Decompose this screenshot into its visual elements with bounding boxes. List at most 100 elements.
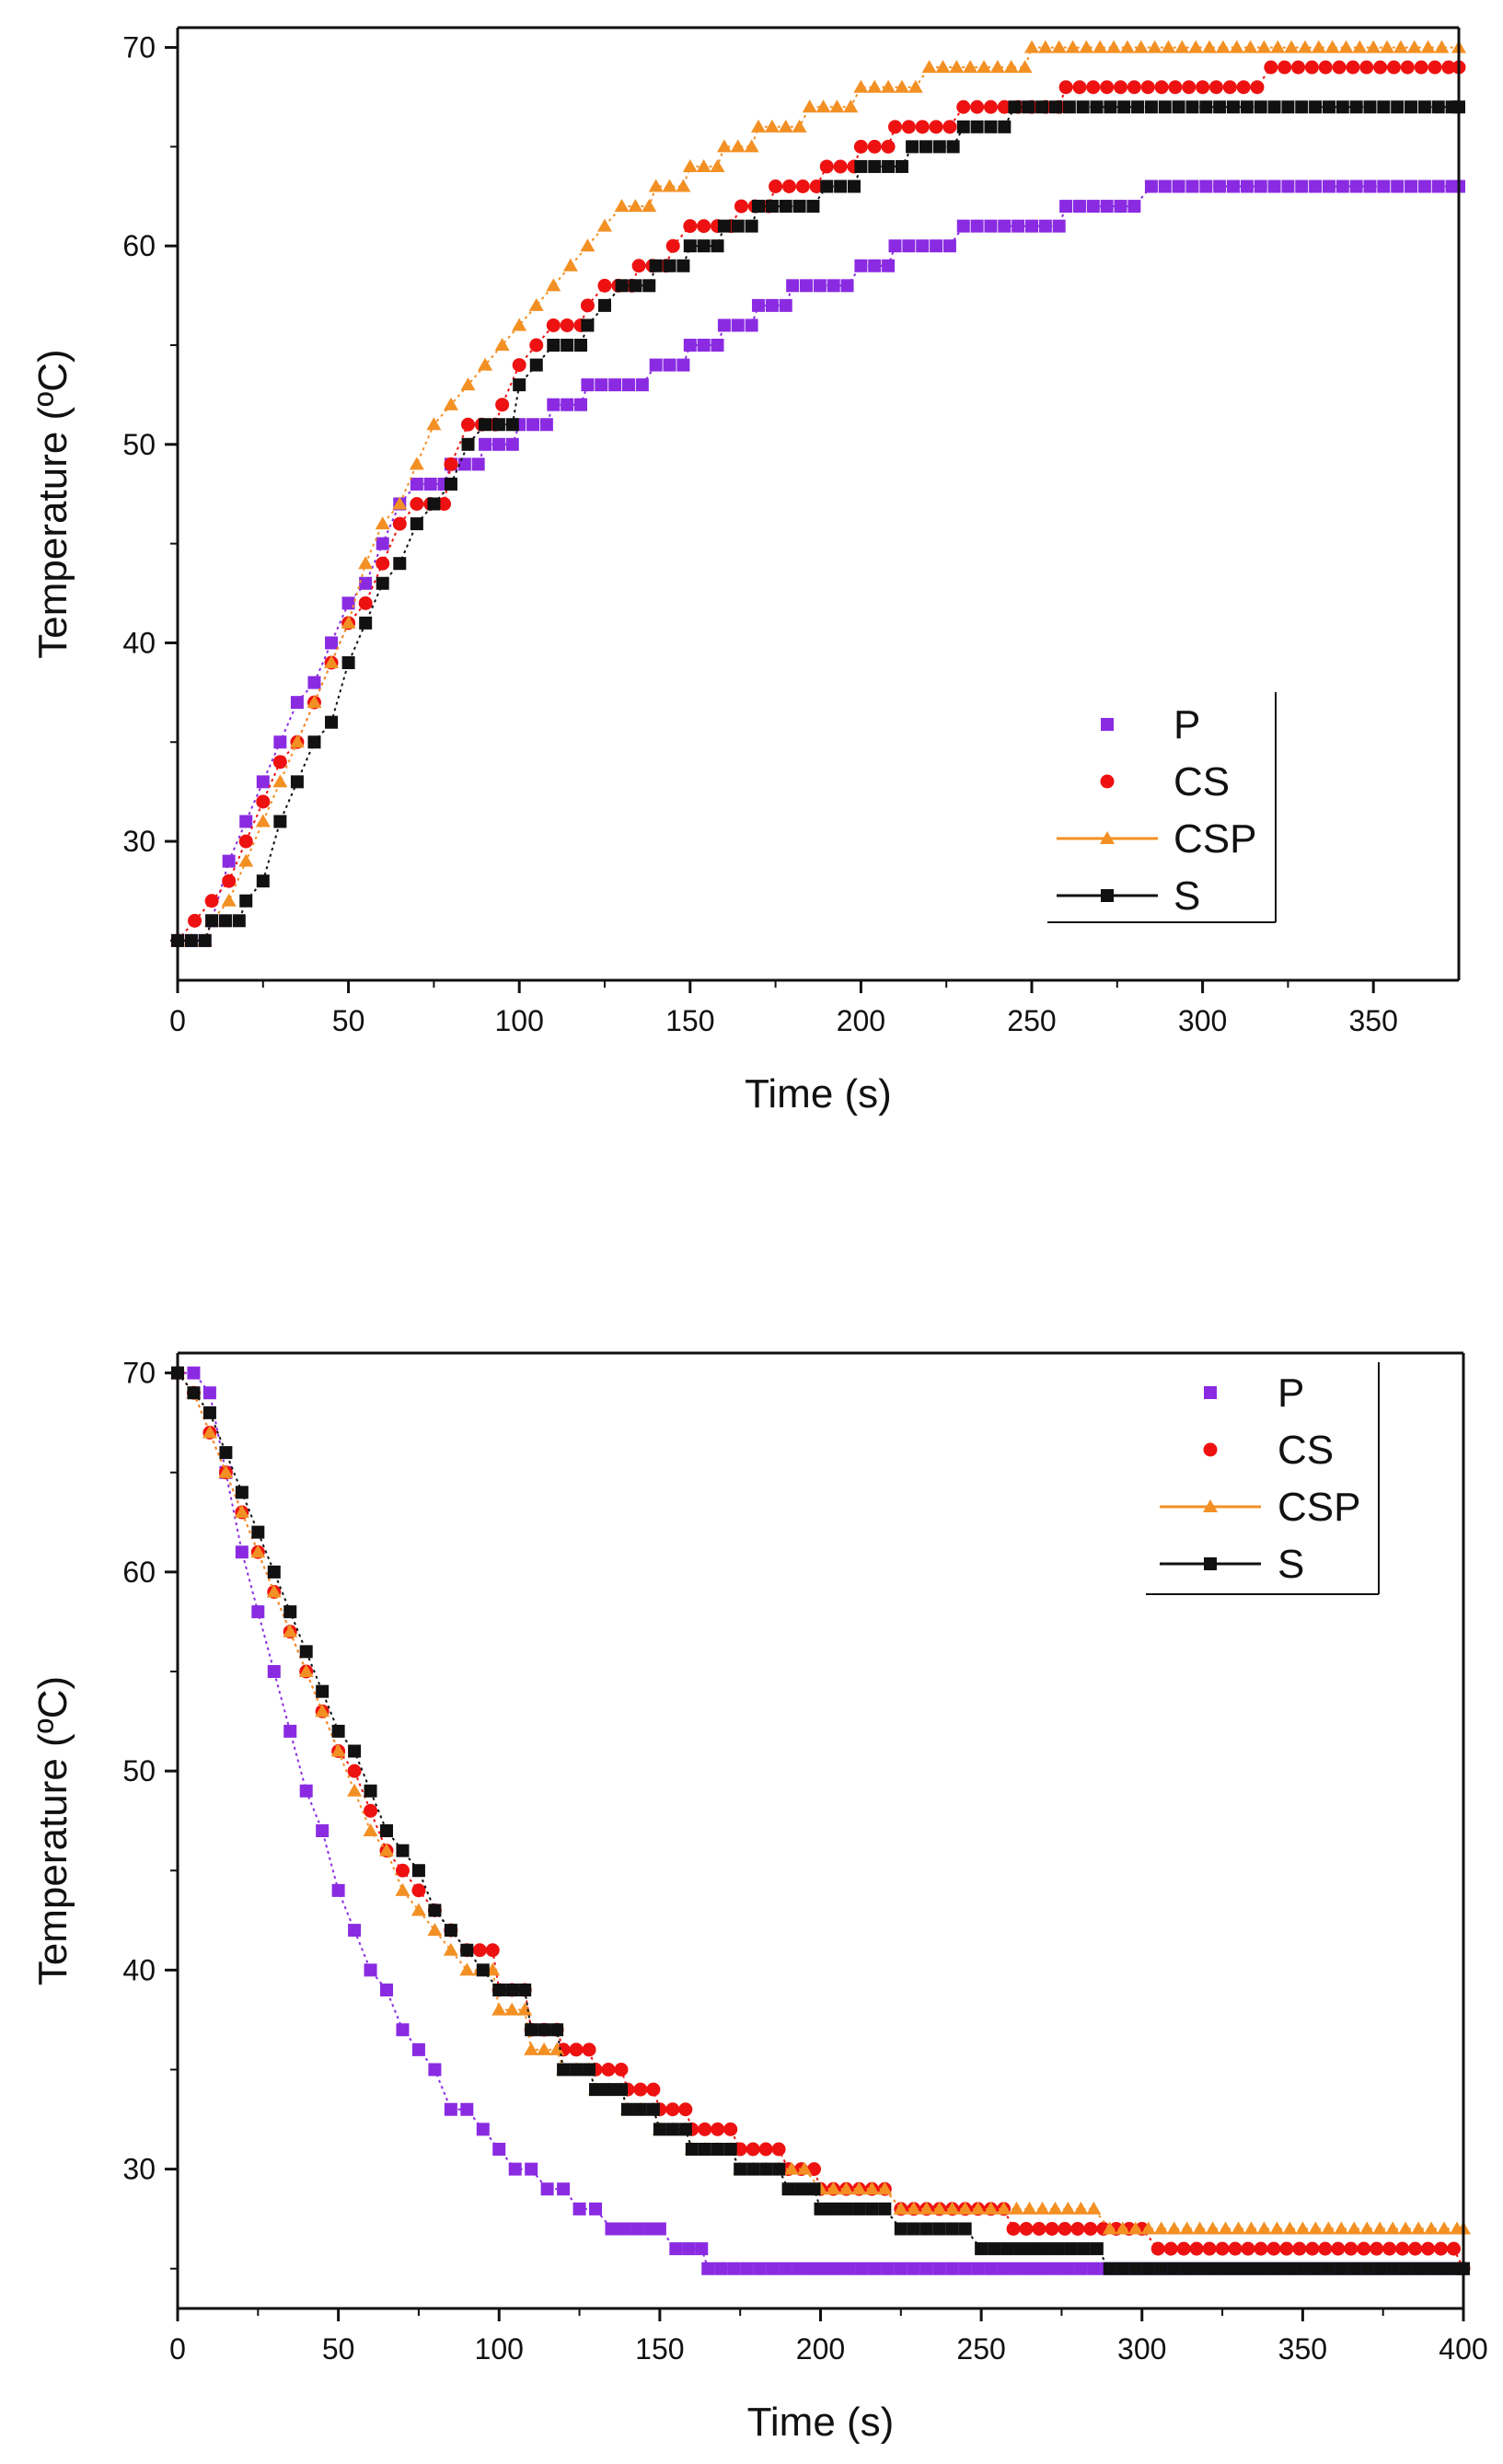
data-point xyxy=(283,1624,298,1637)
data-point xyxy=(717,219,731,233)
data-point xyxy=(512,358,526,373)
data-point xyxy=(1086,200,1100,214)
y-tick-label: 70 xyxy=(122,1357,156,1390)
data-point xyxy=(605,2222,619,2236)
series-s xyxy=(171,100,1465,947)
data-point xyxy=(945,2262,959,2275)
y-tick-label: 30 xyxy=(122,825,156,858)
data-point xyxy=(315,1704,330,1718)
data-point xyxy=(826,2181,841,2195)
data-point xyxy=(1428,60,1442,75)
data-point xyxy=(1072,200,1086,214)
data-point xyxy=(1127,80,1141,95)
data-point xyxy=(929,120,943,134)
data-point xyxy=(1349,179,1363,193)
data-point xyxy=(1090,2242,1104,2256)
data-point xyxy=(1172,179,1185,193)
data-point xyxy=(218,1464,234,1478)
data-point xyxy=(839,2202,853,2215)
data-point xyxy=(550,2023,564,2037)
data-point xyxy=(187,1386,201,1400)
data-point xyxy=(1058,2222,1072,2236)
legend-item-csp: CSP xyxy=(1160,1485,1360,1530)
data-point xyxy=(364,1963,377,1977)
data-point xyxy=(428,1903,442,1917)
data-point xyxy=(1116,2262,1129,2275)
data-point xyxy=(380,1984,394,1996)
data-point xyxy=(1205,2221,1220,2235)
data-point xyxy=(461,417,476,432)
data-point xyxy=(444,477,457,491)
data-point xyxy=(1086,2201,1102,2215)
data-point xyxy=(1026,2242,1040,2256)
data-point xyxy=(683,219,698,234)
data-point xyxy=(855,2262,869,2275)
data-point xyxy=(1398,2221,1414,2235)
data-point xyxy=(457,457,471,471)
data-point xyxy=(479,437,492,451)
data-point xyxy=(935,60,951,74)
data-point xyxy=(375,516,390,530)
data-point xyxy=(983,99,998,114)
data-point xyxy=(1065,40,1081,53)
data-point xyxy=(1144,179,1158,193)
x-tick-label: 300 xyxy=(1117,2332,1166,2366)
data-point xyxy=(764,119,780,133)
data-point xyxy=(877,2181,893,2195)
data-point xyxy=(221,893,237,907)
data-point xyxy=(290,775,304,789)
data-point xyxy=(1062,100,1076,114)
data-point xyxy=(1206,2262,1220,2275)
data-point xyxy=(615,279,629,293)
data-point xyxy=(792,2262,805,2275)
data-point xyxy=(1434,2241,1449,2256)
data-point xyxy=(1158,100,1172,114)
data-point xyxy=(1244,2262,1258,2275)
data-point xyxy=(1061,2262,1075,2275)
data-point xyxy=(1425,2262,1439,2275)
data-point xyxy=(411,2042,425,2056)
data-point xyxy=(1079,40,1094,53)
data-point xyxy=(894,79,909,93)
data-point xyxy=(1064,2242,1078,2256)
data-point xyxy=(1304,60,1319,75)
data-point xyxy=(1346,60,1360,75)
data-point xyxy=(471,457,485,471)
data-point xyxy=(1076,100,1090,114)
data-point xyxy=(1243,40,1258,53)
data-point xyxy=(546,318,561,332)
data-point xyxy=(574,398,588,411)
y-tick-label: 50 xyxy=(122,1754,156,1787)
data-point xyxy=(184,933,198,947)
data-point xyxy=(779,298,792,312)
data-point xyxy=(202,1406,216,1419)
data-point xyxy=(1405,100,1418,114)
data-point xyxy=(1434,40,1450,53)
data-point xyxy=(711,339,724,352)
data-point xyxy=(347,1764,362,1778)
data-point xyxy=(580,298,595,313)
x-tick-label: 200 xyxy=(837,1004,885,1037)
data-point xyxy=(971,2262,985,2275)
data-point xyxy=(395,1882,410,1896)
data-point xyxy=(572,2202,586,2215)
x-axis-title: Time (s) xyxy=(747,2400,895,2445)
data-point xyxy=(1013,2242,1027,2256)
data-point xyxy=(646,2082,661,2097)
legend-label: P xyxy=(1173,702,1200,747)
data-point xyxy=(956,219,970,233)
data-point xyxy=(716,139,732,153)
data-point xyxy=(1037,40,1053,53)
data-point xyxy=(1411,2221,1427,2235)
legend-marker xyxy=(1101,889,1114,902)
data-point xyxy=(1008,100,1022,114)
data-point xyxy=(581,318,595,332)
legend-marker xyxy=(1203,1499,1218,1512)
data-point xyxy=(256,874,270,888)
data-point xyxy=(392,516,407,531)
data-point xyxy=(1093,40,1108,53)
data-point xyxy=(1060,2201,1076,2215)
data-point xyxy=(685,2143,699,2156)
data-point xyxy=(1131,100,1145,114)
data-point xyxy=(997,99,1012,114)
